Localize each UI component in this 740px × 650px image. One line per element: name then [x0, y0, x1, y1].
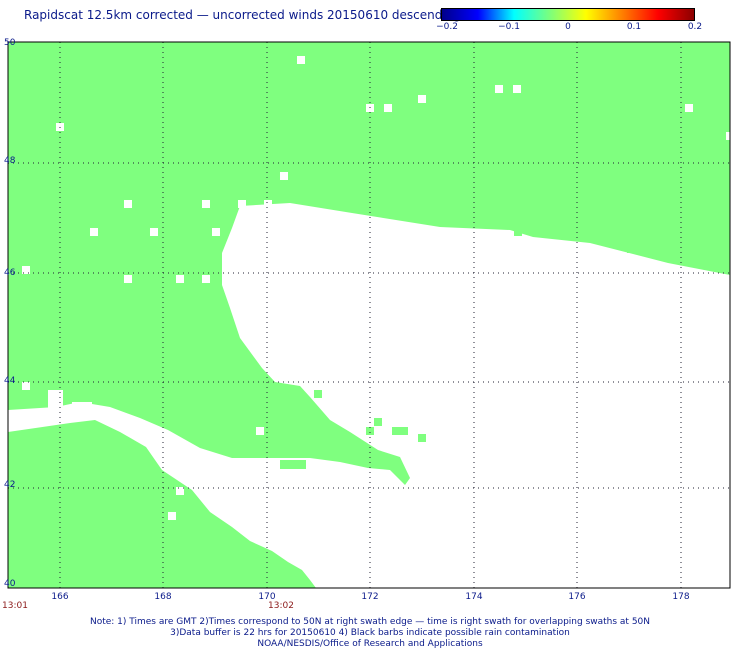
footnote-line: NOAA/NESDIS/Office of Research and Appli… [257, 639, 483, 649]
colorbar-tick: 0 [565, 22, 571, 32]
footnote-line: 3)Data buffer is 22 hrs for 20150610 4) … [170, 628, 570, 638]
time-label: 13:01 [2, 601, 28, 611]
lat-label: 48 [4, 156, 16, 166]
colorbar-tick: −0.2 [436, 22, 458, 32]
time-label: 13:02 [268, 601, 294, 611]
missing-data-pixels [22, 56, 734, 520]
colorbar-tick: 0.2 [687, 22, 703, 32]
colorbar-tick: −0.1 [498, 22, 520, 32]
lat-label: 50 [4, 38, 16, 48]
lon-label: 176 [568, 592, 586, 602]
wind-coverage-area [8, 42, 730, 588]
footnote-line: Note: 1) Times are GMT 2)Times correspon… [89, 617, 651, 627]
map-frame [7, 41, 731, 589]
lon-label: 168 [154, 592, 172, 602]
lat-label: 44 [4, 376, 16, 386]
colorbar-tick: 0.1 [626, 22, 642, 32]
lon-label: 166 [51, 592, 69, 602]
lat-label: 40 [4, 579, 16, 589]
extra-coverage-pixels [264, 228, 643, 442]
lon-label: 178 [672, 592, 690, 602]
lon-label: 170 [258, 592, 276, 602]
lat-label: 42 [4, 480, 16, 490]
lat-label: 46 [4, 268, 16, 278]
lon-label: 174 [465, 592, 483, 602]
lon-label: 172 [361, 592, 379, 602]
colorbar [441, 8, 695, 21]
map-gridlines [8, 42, 730, 588]
chart-title: Rapidscat 12.5km corrected — uncorrected… [24, 8, 461, 22]
